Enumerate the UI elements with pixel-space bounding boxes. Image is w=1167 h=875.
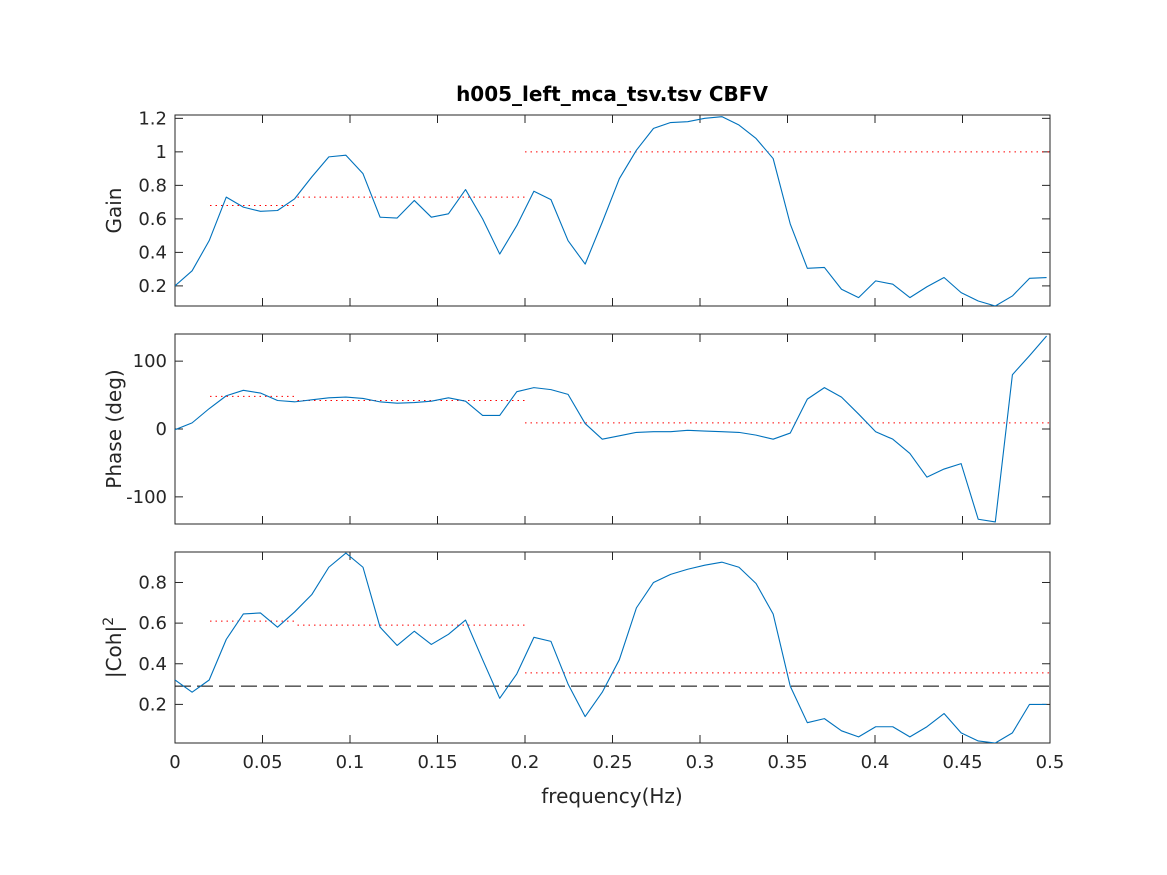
phase-y-tick-label: -100	[126, 487, 167, 508]
phase-panel: -100 0 100 Phase (deg)	[102, 333, 1051, 525]
coherence-x-tick-label: 0	[169, 752, 180, 773]
coherence-y-tick-label: 0.4	[138, 654, 167, 675]
coherence-x-tick-label: 0.45	[942, 752, 982, 773]
coherence-y-axis-label: |Coh|2	[101, 617, 126, 678]
coherence-x-tick-label: 0.4	[861, 752, 890, 773]
coherence-x-tick-label: 0.2	[511, 752, 540, 773]
coherence-series-line	[175, 552, 1047, 743]
coherence-x-tick-label: 0.5	[1036, 752, 1065, 773]
coherence-y-tick-label: 0.8	[138, 572, 167, 593]
gain-axes-box	[174, 114, 1051, 307]
phase-axes-box	[174, 333, 1051, 525]
phase-y-tick-label: 0	[156, 419, 167, 440]
x-axis-label: frequency(Hz)	[541, 784, 682, 808]
gain-y-tick-label: 0.8	[138, 175, 167, 196]
phase-y-tick-label: 100	[133, 351, 167, 372]
gain-y-tick-label: 0.4	[138, 242, 167, 263]
gain-y-tick-label: 0.6	[138, 209, 167, 230]
phase-series-line	[175, 335, 1048, 523]
gain-series-line	[175, 116, 1047, 306]
coherence-axes-box	[174, 551, 1051, 744]
coherence-y-tick-label: 0.6	[138, 613, 167, 634]
coherence-x-tick-label: 0.25	[592, 752, 632, 773]
gain-y-tick-label: 1.2	[138, 108, 167, 129]
coherence-x-tick-label: 0.15	[417, 752, 457, 773]
subplots: 0.2 0.4 0.6 0.8 1 1.2 Gain -100 0 100 Phase (deg) 0…	[101, 108, 1064, 773]
coherence-x-tick-label: 0.35	[767, 752, 807, 773]
gain-y-tick-label: 0.2	[138, 276, 167, 297]
coherence-x-tick-label: 0.3	[686, 752, 715, 773]
coherence-x-tick-label: 0.05	[242, 752, 282, 773]
gain-panel: 0.2 0.4 0.6 0.8 1 1.2 Gain	[102, 108, 1051, 307]
coherence-y-tick-label: 0.2	[138, 694, 167, 715]
figure-title: h005_left_mca_tsv.tsv CBFV	[456, 82, 768, 106]
phase-y-axis-label: Phase (deg)	[102, 369, 126, 488]
coherence-panel: 0 0.05 0.1 0.15 0.2 0.25 0.3 0.35 0.4 0.45 0.5 0.2 0…	[101, 551, 1065, 773]
gain-y-tick-label: 1	[156, 142, 167, 163]
coherence-x-tick-label: 0.1	[336, 752, 365, 773]
gain-y-axis-label: Gain	[102, 188, 126, 234]
